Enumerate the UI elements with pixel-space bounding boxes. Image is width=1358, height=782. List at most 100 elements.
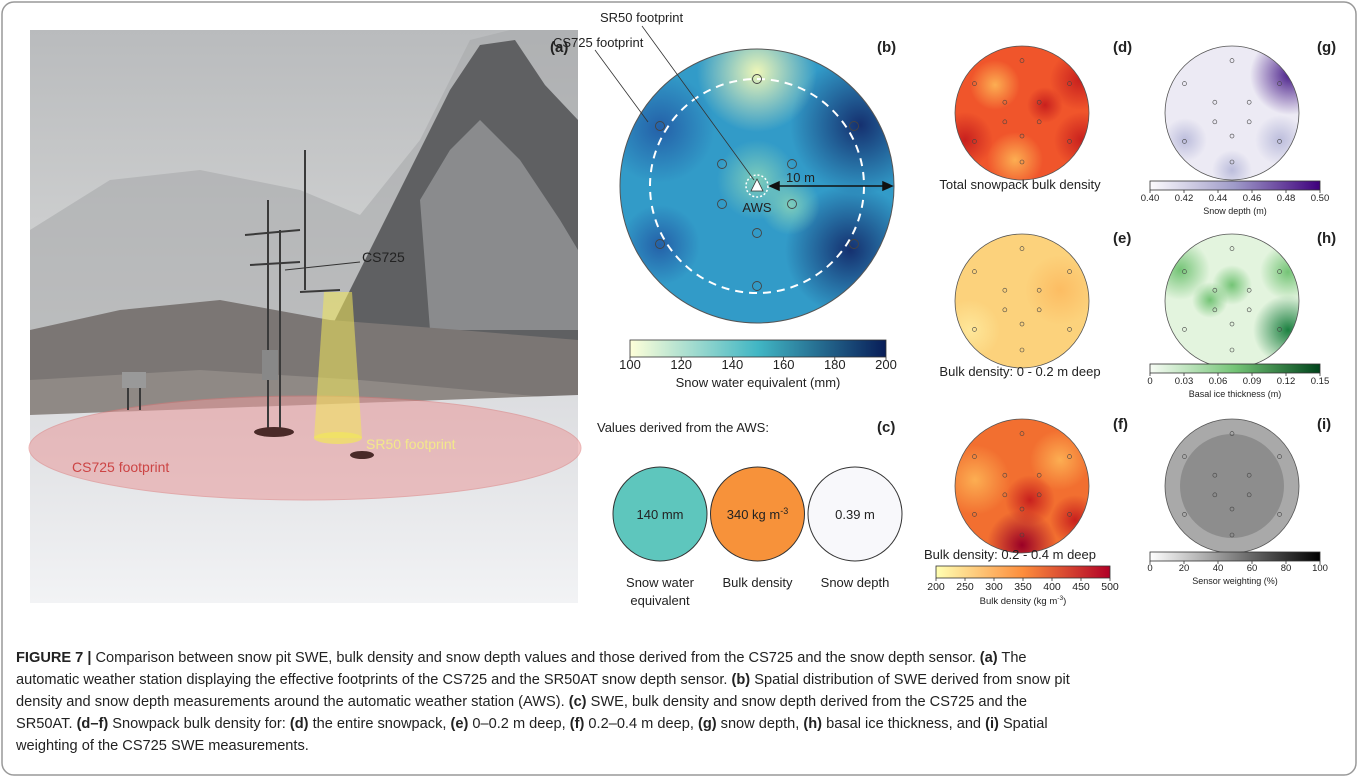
colorbar-tick-label: 0.12 [1277,376,1296,387]
map-title: Bulk density: 0 - 0.2 m deep [939,364,1100,379]
caption-text: density and snow depth measurements arou… [16,694,569,710]
panel-label: (h) [1317,230,1336,247]
colorbar-tick-label: 180 [824,357,846,372]
colorbar-tick-label: 450 [1072,581,1090,593]
map-title: Total snowpack bulk density [939,177,1101,192]
value-text: 340 kg m-3 [727,506,789,522]
colorbar-tick-label: 0.50 [1311,193,1330,204]
caption-text: Snowpack bulk density for: [108,716,290,732]
caption-text: weighting of the CS725 SWE measurements. [15,738,309,754]
value-text: 0.39 m [835,507,875,522]
density-map [937,46,1110,188]
annotation: AWS [742,200,771,215]
colorbar-tick-label: 40 [1213,563,1224,574]
caption-bold: (b) [732,672,751,688]
colorbar-tick-label: 200 [875,357,897,372]
value-name: Bulk density [722,575,793,590]
colorbar-tick-label: 0.40 [1141,193,1160,204]
colorbar-label-text: Snow depth (m) [1203,206,1267,216]
annotation: CS725 [362,249,405,265]
photo [29,30,581,603]
colorbar-tick-label: 250 [956,581,974,593]
colorbar-tick-label: 100 [1312,563,1328,574]
caption: FIGURE 7 | Comparison between snow pit S… [15,650,1070,754]
annotation: CS725 footprint [553,35,644,50]
caption-text: Spatial distribution of SWE derived from… [750,672,1070,688]
colorbar-label: Snow water equivalent (mm) [676,375,841,390]
colorbar-tick-label: 0 [1147,563,1152,574]
panel-label: (b) [877,39,896,56]
colorbar-tick-label: 80 [1281,563,1292,574]
colorbar [1150,552,1320,561]
caption-text: the entire snowpack, [309,716,451,732]
colorbar-label: Bulk density (kg m-3) [980,595,1067,607]
colorbar-tick-label: 20 [1179,563,1190,574]
colorbar-tick-label: 160 [773,357,795,372]
heading: Values derived from the AWS: [597,420,769,435]
density-map [940,234,1095,368]
colorbar-tick-label: 0.06 [1209,376,1228,387]
caption-line: FIGURE 7 | Comparison between snow pit S… [16,650,1027,666]
colorbar-label: Sensor weighting (%) [1192,576,1278,586]
annotation: SR50 footprint [600,10,683,25]
value-main: 340 kg m [727,507,780,522]
caption-line: weighting of the CS725 SWE measurements. [15,738,309,754]
colorbar-tick-label: 120 [670,357,692,372]
annotation: CS725 footprint [72,459,169,475]
colorbar-tick-label: 500 [1101,581,1119,593]
depth-map [1163,35,1330,190]
panel-label: (c) [877,419,895,436]
caption-bold: (d) [290,716,309,732]
caption-text: snow depth, [717,716,804,732]
panel-label: (f) [1113,416,1128,433]
colorbar [1150,181,1320,190]
panel-label: (i) [1317,416,1331,433]
colorbar [1150,364,1320,373]
colorbar-label-text: Snow water equivalent (mm) [676,375,841,390]
value-name: Snow depth [821,575,890,590]
colorbar-label-text: Sensor weighting (%) [1192,576,1278,586]
colorbar-tick-label: 0.44 [1209,193,1228,204]
colorbar-label: Basal ice thickness (m) [1189,389,1282,399]
colorbar-tick-label: 140 [722,357,744,372]
leader-line [595,50,648,122]
colorbar [936,566,1110,578]
caption-text: Comparison between snow pit SWE, bulk de… [91,650,979,666]
colorbar-tick-label: 100 [619,357,641,372]
value-name: equivalent [630,593,690,608]
panel-label: (g) [1317,39,1336,56]
caption-line: automatic weather station displaying the… [16,672,1070,688]
colorbar-tick-label: 400 [1043,581,1061,593]
colorbar-label-text: Bulk density (kg m [980,596,1058,607]
figure: (a) CS725 SR50 footprint CS725 footprint… [0,0,1358,777]
colorbar-tick-label: 0.42 [1175,193,1194,204]
caption-bold: FIGURE 7 | [16,650,91,666]
annotation: 10 m [786,170,815,185]
caption-bold: (g) [698,716,717,732]
caption-bold: (i) [985,716,999,732]
colorbar-tick-label: 60 [1247,563,1258,574]
panel-label: (e) [1113,230,1131,247]
value-sup: -3 [780,506,788,516]
annotation: SR50 footprint [366,436,456,452]
map-title: Bulk density: 0.2 - 0.4 m deep [924,547,1096,562]
caption-text: automatic weather station displaying the… [16,672,732,688]
value-text: 140 mm [637,507,684,522]
colorbar-tick-label: 350 [1014,581,1032,593]
colorbar [630,340,886,357]
caption-line: density and snow depth measurements arou… [16,694,1027,710]
colorbar-label: Snow depth (m) [1203,206,1267,216]
colorbar-tick-label: 0.15 [1311,376,1330,387]
colorbar-label-end: ) [1063,596,1066,607]
colorbar-tick-label: 0.46 [1243,193,1262,204]
value-name: Snow water [626,575,695,590]
caption-text: The [998,650,1027,666]
ice-map [1150,234,1323,368]
colorbar-tick-label: 300 [985,581,1003,593]
colorbar-label-text: Basal ice thickness (m) [1189,389,1282,399]
caption-text: SR50AT. [16,716,77,732]
colorbar-tick-label: 0 [1147,376,1152,387]
caption-bold: (e) [451,716,469,732]
panel-label: (d) [1113,39,1132,56]
caption-text: 0–0.2 m deep, [468,716,569,732]
